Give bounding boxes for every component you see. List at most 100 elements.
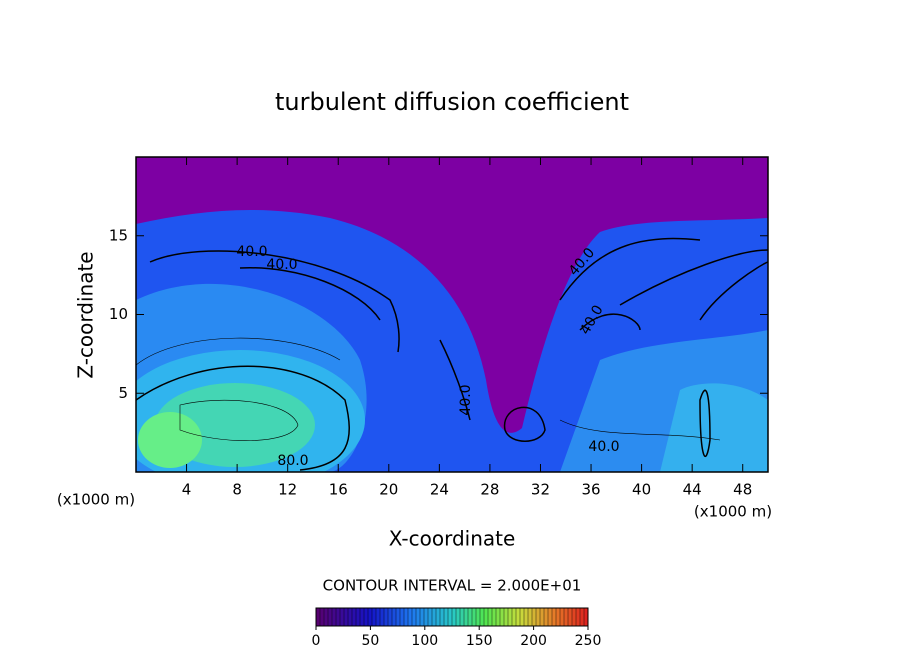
colorbar-swatch <box>571 607 577 627</box>
x-tick-label: 12 <box>278 481 297 499</box>
colorbar-swatch <box>351 607 357 627</box>
colorbar-swatch <box>519 607 525 627</box>
x-tick-label: 8 <box>232 481 242 499</box>
y-tick-label: 5 <box>118 384 128 402</box>
colorbar-tick-label: 150 <box>466 633 493 649</box>
colorbar-swatch <box>511 607 517 627</box>
colorbar-swatch <box>427 607 433 627</box>
colorbar-swatch <box>531 607 537 627</box>
colorbar-swatch <box>567 607 573 627</box>
colorbar-swatch <box>471 607 477 627</box>
colorbar-swatch <box>459 607 465 627</box>
x-axis-title: X-coordinate <box>389 527 516 551</box>
colorbar-swatch <box>415 607 421 627</box>
colorbar-swatch <box>539 607 545 627</box>
colorbar-tick-label: 250 <box>575 633 602 649</box>
colorbar-swatch <box>431 607 437 627</box>
colorbar-swatch <box>339 607 345 627</box>
colorbar-swatch <box>579 607 585 627</box>
colorbar-swatch <box>467 607 473 627</box>
colorbar-tick-label: 50 <box>361 633 379 649</box>
colorbar-tick-label: 0 <box>312 633 321 649</box>
x-tick-label: 28 <box>480 481 499 499</box>
contour-label: 40.0 <box>458 384 474 415</box>
y-tick-label: 15 <box>109 226 128 244</box>
colorbar-swatch <box>563 607 569 627</box>
colorbar-swatch <box>387 607 393 627</box>
colorbar-swatch <box>483 607 489 627</box>
x-tick-label: 44 <box>683 481 702 499</box>
x-tick-label: 32 <box>531 481 550 499</box>
colorbar-swatch <box>395 607 401 627</box>
colorbar-swatch <box>363 607 369 627</box>
colorbar-swatch <box>555 607 561 627</box>
colorbar-swatch <box>463 607 469 627</box>
contour-label: 40.0 <box>588 439 619 455</box>
colorbar-swatch <box>419 607 425 627</box>
x-tick-label: 20 <box>379 481 398 499</box>
colorbar-swatch <box>523 607 529 627</box>
colorbar-frame <box>315 607 589 627</box>
colorbar-swatch <box>475 607 481 627</box>
x-tick-label: 40 <box>632 481 651 499</box>
colorbar-swatch <box>439 607 445 627</box>
colorbar-swatch <box>379 607 385 627</box>
colorbar-swatch <box>391 607 397 627</box>
y-tick-label: 10 <box>109 305 128 323</box>
x-tick-label: 4 <box>182 481 192 499</box>
y-axis-title: Z-coordinate <box>74 251 98 378</box>
colorbar-swatch <box>515 607 521 627</box>
colorbar-swatch <box>479 607 485 627</box>
colorbar-swatch <box>543 607 549 627</box>
colorbar-swatch <box>435 607 441 627</box>
chart-title: turbulent diffusion coefficient <box>275 88 629 116</box>
colorbar-swatch <box>495 607 501 627</box>
colorbar-swatch <box>451 607 457 627</box>
colorbar-swatch <box>559 607 565 627</box>
colorbar-swatch <box>327 607 333 627</box>
colorbar-swatch <box>343 607 349 627</box>
colorbar-swatch <box>423 607 429 627</box>
colorbar-swatch <box>347 607 353 627</box>
colorbar-swatch <box>331 607 337 627</box>
contour-label: 40.0 <box>266 257 297 273</box>
colorbar-swatch <box>359 607 365 627</box>
colorbar-swatch <box>491 607 497 627</box>
x-tick-label: 36 <box>581 481 600 499</box>
colorbar-swatch <box>455 607 461 627</box>
x-unit: (x1000 m) <box>694 503 772 521</box>
colorbar-swatch <box>499 607 505 627</box>
x-tick-label: 48 <box>733 481 752 499</box>
contour-label: 80.0 <box>277 453 308 469</box>
colorbar-swatch <box>319 607 325 627</box>
colorbar-swatch <box>323 607 329 627</box>
colorbar-swatch <box>375 607 381 627</box>
colorbar-swatch <box>503 607 509 627</box>
colorbar-swatch <box>315 607 321 627</box>
y-unit: (x1000 m) <box>57 491 135 509</box>
x-tick-label: 24 <box>430 481 449 499</box>
x-tick-label: 16 <box>329 481 348 499</box>
colorbar-swatch <box>399 607 405 627</box>
contour-interval: CONTOUR INTERVAL = 2.000E+01 <box>323 577 582 595</box>
colorbar-swatch <box>383 607 389 627</box>
colorbar-swatch <box>447 607 453 627</box>
colorbar-swatch <box>403 607 409 627</box>
colorbar-swatch <box>371 607 377 627</box>
colorbar-swatch <box>355 607 361 627</box>
colorbar-swatch <box>507 607 513 627</box>
colorbar-swatch <box>407 607 413 627</box>
colorbar-swatch <box>487 607 493 627</box>
colorbar-swatch <box>575 607 581 627</box>
colorbar-swatch <box>535 607 541 627</box>
contour-label: 40.0 <box>236 244 267 260</box>
colorbar-tick-label: 200 <box>520 633 547 649</box>
colorbar-swatch <box>411 607 417 627</box>
colorbar-swatch <box>367 607 373 627</box>
colorbar-swatch <box>527 607 533 627</box>
colorbar-swatch <box>547 607 553 627</box>
contour-field <box>136 157 768 472</box>
colorbar-swatch <box>443 607 449 627</box>
